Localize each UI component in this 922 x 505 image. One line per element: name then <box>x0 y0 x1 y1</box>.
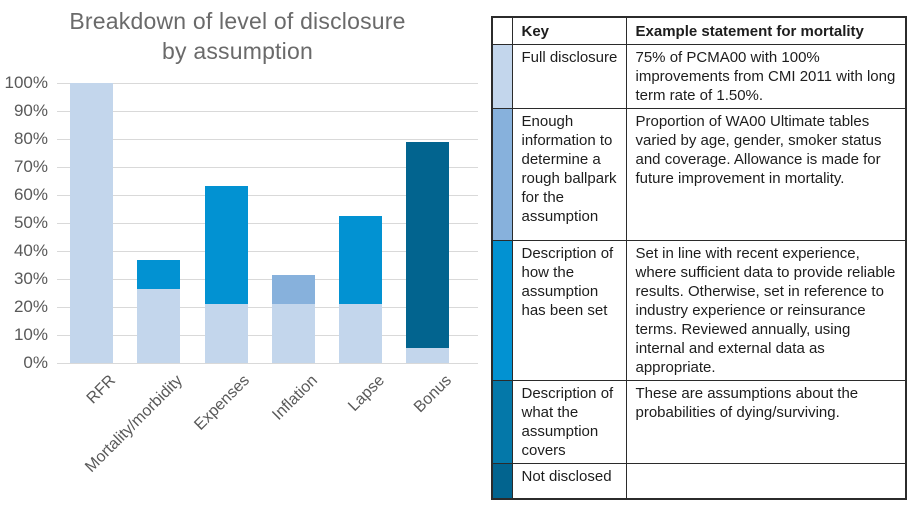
example-statement: These are assumptions about the probabil… <box>625 380 907 464</box>
key-label: Description of what the assumption cover… <box>511 380 627 464</box>
gridline <box>57 195 478 196</box>
y-axis-tick-label: 90% <box>13 101 48 120</box>
gridline <box>57 111 478 112</box>
y-axis-tick-label: 60% <box>13 185 48 204</box>
y-axis-tick-label: 80% <box>13 129 48 148</box>
chart-title-line1: Breakdown of level of disclosure <box>69 8 406 34</box>
example-statement: 75% of PCMA00 with 100% improvements fro… <box>625 44 907 109</box>
key-color-swatch <box>491 463 513 499</box>
y-axis-tick-label: 40% <box>13 241 48 260</box>
key-table-header-row: Key Example statement for mortality <box>491 16 907 45</box>
gridline <box>57 83 478 84</box>
gridline <box>57 251 478 252</box>
gridline <box>57 139 478 140</box>
y-axis-tick-label: 100% <box>4 73 48 92</box>
example-statement: Proportion of WA00 Ultimate tables varie… <box>625 108 907 241</box>
key-label: Description of how the assumption has be… <box>511 240 627 381</box>
bar-segment <box>406 142 449 363</box>
key-table-row: Not disclosed <box>491 463 907 499</box>
x-axis-category-label: Lapse <box>344 372 388 415</box>
y-axis-tick-label: 20% <box>13 297 48 316</box>
key-label: Not disclosed <box>511 463 627 499</box>
gridline <box>57 307 478 308</box>
key-color-swatch <box>491 380 513 464</box>
gridline <box>57 335 478 336</box>
key-color-swatch <box>491 44 513 109</box>
example-statement <box>625 463 907 499</box>
example-column-header: Example statement for mortality <box>625 16 907 45</box>
chart-title-line2: by assumption <box>162 38 313 64</box>
chart-title: Breakdown of level of disclosure by assu… <box>10 6 465 66</box>
y-axis-tick-label: 0% <box>23 353 48 372</box>
y-axis-tick-label: 30% <box>13 269 48 288</box>
key-table-row: Description of what the assumption cover… <box>491 380 907 464</box>
key-table: Key Example statement for mortality Full… <box>491 16 907 500</box>
key-table-row: Description of how the assumption has be… <box>491 240 907 381</box>
key-table-row: Full disclosure 75% of PCMA00 with 100% i… <box>491 44 907 109</box>
y-axis-tick-label: 70% <box>13 157 48 176</box>
key-column-header: Key <box>511 16 627 45</box>
bar-segment <box>339 304 382 363</box>
disclosure-chart: Breakdown of level of disclosure by assu… <box>4 6 478 476</box>
key-color-swatch <box>491 240 513 381</box>
bar-segment <box>137 289 180 363</box>
bar-segment <box>272 304 315 363</box>
swatch-header-cell <box>491 16 513 45</box>
key-label: Enough information to determine a rough … <box>511 108 627 241</box>
gridline <box>57 167 478 168</box>
x-axis-category-label: Expenses <box>191 372 254 434</box>
gridline <box>57 279 478 280</box>
key-label: Full disclosure <box>511 44 627 109</box>
key-color-swatch <box>491 108 513 241</box>
key-table-row: Enough information to determine a rough … <box>491 108 907 241</box>
x-axis-category-label: Bonus <box>410 372 455 417</box>
bar-segment <box>406 348 449 363</box>
key-table-panel: Key Example statement for mortality Full… <box>491 16 907 500</box>
bar-segment <box>70 83 113 363</box>
gridline <box>57 223 478 224</box>
gridline <box>57 363 478 364</box>
y-axis-tick-label: 10% <box>13 325 48 344</box>
x-axis-category-label: Inflation <box>268 372 321 424</box>
y-axis-tick-label: 50% <box>13 213 48 232</box>
bar-segment <box>204 304 248 363</box>
x-axis-category-label: Mortality/morbidity <box>81 372 186 476</box>
example-statement: Set in line with recent experience, wher… <box>625 240 907 381</box>
